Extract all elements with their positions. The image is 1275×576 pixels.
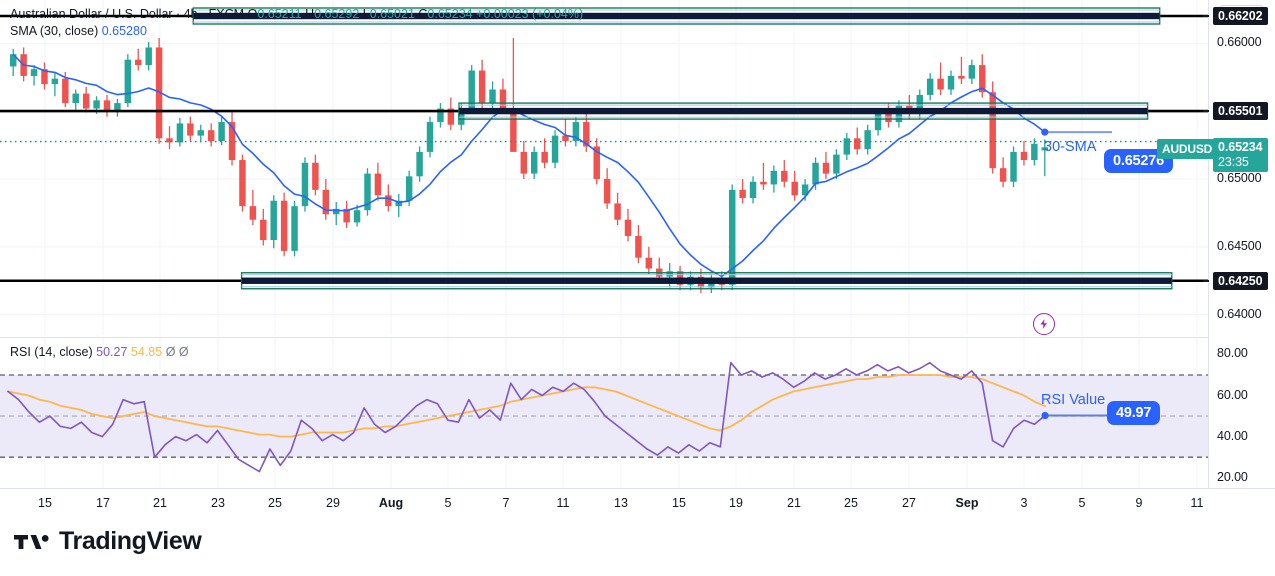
level-badge-2: 0.64250	[1213, 271, 1268, 290]
time-label-5: 29	[326, 496, 340, 510]
level-badge-1: 0.65501	[1213, 102, 1268, 121]
tradingview-logo-icon	[14, 534, 49, 549]
price-chart-pane[interactable]	[0, 0, 1208, 335]
time-label-7: 5	[444, 496, 452, 510]
ohlc-close-value: 0.65234	[427, 7, 473, 21]
rsi-axis[interactable]: 80.00 60.00 40.00 20.00	[1208, 338, 1275, 488]
time-label-12: 19	[729, 496, 743, 510]
rsi-tick-2: 40.00	[1217, 428, 1248, 443]
ohlc-open-key: O	[247, 7, 258, 21]
ohlc-low-value: 0.65021	[369, 7, 415, 21]
level-tick-1	[1203, 110, 1209, 113]
last-price-value: 0.65234	[1218, 140, 1263, 155]
rsi-legend-label: RSI (14, close)	[10, 345, 93, 359]
time-label-1: 17	[96, 496, 110, 510]
rsi-value-pill: 49.97	[1107, 401, 1161, 425]
symbol-tag: AUDUSD	[1157, 139, 1218, 160]
price-chart-canvas[interactable]	[0, 0, 1208, 335]
sma-annotation-label: 30-SMA	[1044, 139, 1097, 155]
level-badge-0: 0.66202	[1213, 7, 1268, 25]
lightning-icon[interactable]	[1033, 313, 1055, 335]
price-axis[interactable]: USD 0.660000.650000.645000.640000.662020…	[1203, 0, 1275, 338]
ohlc-high-key: H	[305, 7, 315, 21]
symbol-title: Australian Dollar / U.S. Dollar · 4h · F…	[10, 7, 245, 21]
time-label-16: Sep	[955, 496, 979, 510]
time-label-18: 5	[1078, 496, 1086, 510]
time-label-17: 3	[1020, 496, 1028, 510]
time-label-3: 23	[211, 496, 225, 510]
rsi-legend-ma-value: 54.85	[130, 345, 163, 359]
sma-legend-value: 0.65280	[101, 24, 147, 38]
level-tick-0	[1203, 15, 1209, 17]
price-tick-1: 0.65000	[1217, 171, 1262, 186]
rsi-indicator-pane[interactable]	[0, 338, 1208, 488]
rsi-annotation-label: RSI Value	[1041, 392, 1106, 408]
time-label-13: 21	[787, 496, 801, 510]
time-label-10: 13	[614, 496, 628, 510]
rsi-legend-value: 50.27	[96, 345, 128, 359]
time-label-8: 7	[502, 496, 510, 510]
price-tick-3: 0.64000	[1217, 306, 1262, 321]
rsi-tick-3: 20.00	[1217, 469, 1248, 484]
rsi-tick-1: 60.00	[1217, 387, 1248, 402]
time-label-4: 25	[268, 496, 282, 510]
price-tick-2: 0.64500	[1217, 238, 1262, 253]
time-label-19: 9	[1135, 496, 1143, 510]
sma-legend[interactable]: SMA (30, close) 0.65280	[10, 24, 147, 38]
rsi-chart-canvas[interactable]	[0, 338, 1208, 488]
time-axis[interactable]: 15 17 21 23 25 29 Aug 5 7 11 13 15 19 21 25 27 Sep 3 5 9 11	[0, 488, 1275, 516]
time-label-15: 27	[902, 496, 916, 510]
footer: TradingView	[0, 516, 1275, 576]
ohlc-open-value: 0.65211	[257, 7, 302, 21]
time-label-6: Aug	[378, 496, 404, 510]
time-label-14: 25	[844, 496, 858, 510]
last-price-time: 23:35	[1218, 155, 1249, 170]
pane-divider	[0, 337, 1208, 338]
ohlc-close-key: C	[418, 7, 428, 21]
time-label-11: 15	[672, 496, 686, 510]
rsi-legend-empty-2: Ø	[178, 345, 189, 359]
rsi-tick-0: 80.00	[1217, 346, 1248, 361]
level-tick-2	[1203, 279, 1209, 282]
time-label-20: 11	[1190, 496, 1204, 510]
ohlc-low-key: L	[362, 7, 370, 21]
sma-legend-label: SMA (30, close)	[10, 24, 99, 38]
tradingview-logo-text: TradingView	[59, 527, 202, 555]
symbol-legend: Australian Dollar / U.S. Dollar · 4h · F…	[10, 7, 583, 21]
last-price-badge: 0.65234 23:35	[1213, 138, 1268, 173]
time-label-0: 15	[38, 496, 52, 510]
ohlc-high-value: 0.65292	[314, 7, 360, 21]
price-tick-0: 0.66000	[1217, 35, 1262, 50]
time-label-2: 21	[153, 496, 167, 510]
tradingview-logo[interactable]: TradingView	[14, 527, 202, 556]
time-label-9: 11	[556, 496, 570, 510]
price-change: +0.00023 (+0.04%)	[476, 7, 584, 21]
rsi-legend-empty-1: Ø	[165, 345, 176, 359]
rsi-legend[interactable]: RSI (14, close) 50.27 54.85 Ø Ø	[10, 345, 189, 359]
